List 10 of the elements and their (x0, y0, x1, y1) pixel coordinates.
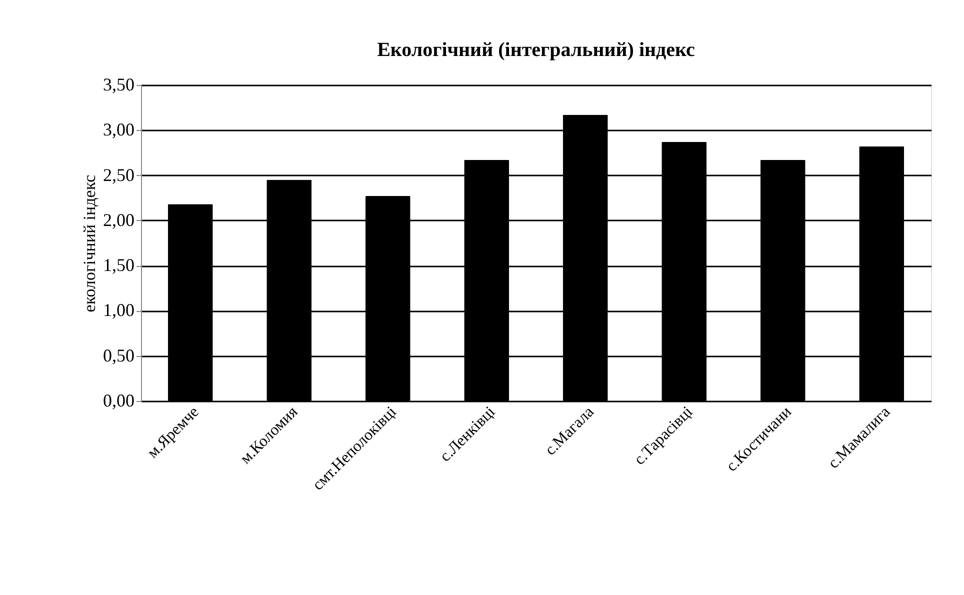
y-tick-label: 1,00 (103, 300, 134, 320)
y-axis-title: екологічний індекс (80, 174, 99, 312)
y-tick-label: 2,00 (103, 210, 134, 230)
y-tick-label: 3,50 (103, 74, 134, 94)
chart-title: Екологічний (інтегральний) індекс (377, 39, 696, 61)
y-tick-label: 0,00 (103, 390, 134, 410)
y-tick-label: 1,50 (103, 255, 134, 276)
y-tick-label: 3,00 (103, 120, 134, 140)
y-tick-label: 2,50 (103, 164, 134, 185)
y-tick-label: 0,50 (103, 345, 134, 366)
